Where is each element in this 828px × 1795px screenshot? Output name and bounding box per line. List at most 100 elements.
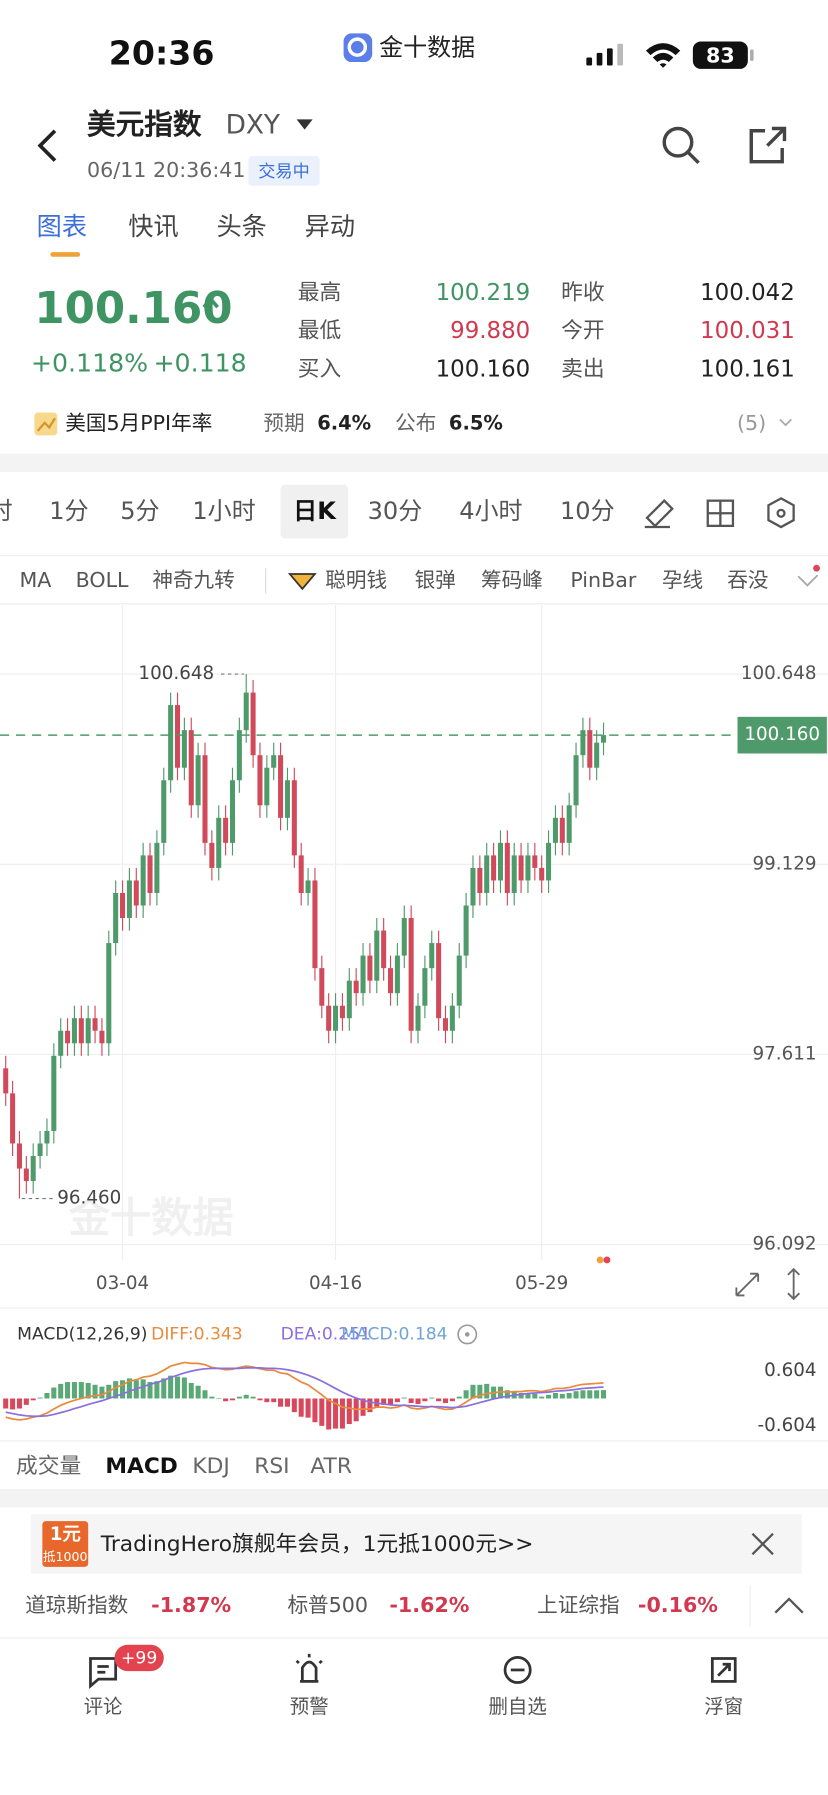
macd-tick-label: 0.604 (764, 1360, 816, 1381)
search-button[interactable] (662, 126, 700, 165)
back-button[interactable] (37, 129, 57, 162)
stat-label: 最高 (298, 280, 342, 305)
macd-bar (37, 1397, 43, 1399)
event-name: 美国5月PPI年率 (65, 411, 212, 435)
ad-badge-text: 1元 (50, 1524, 81, 1545)
indicator[interactable]: MA (19, 568, 51, 592)
nav-item[interactable]: 评论 (84, 1695, 123, 1718)
candle-body (559, 817, 565, 843)
low-marker-label: 96.460 (57, 1188, 121, 1209)
candle-body (346, 980, 352, 1019)
candle-body (539, 867, 545, 881)
candle-body (525, 855, 531, 881)
sub-tab[interactable]: RSI (254, 1454, 289, 1479)
macd-bar (594, 1390, 600, 1399)
period[interactable]: 1小时 (192, 497, 255, 525)
high-marker-label: 100.648 (138, 663, 214, 684)
candle-body (223, 817, 229, 843)
candle-body (491, 855, 497, 881)
macd-bar (30, 1398, 36, 1401)
instrument-code[interactable]: DXY (226, 111, 281, 141)
event-value: 6.4% (317, 411, 371, 434)
macd-bar (291, 1398, 297, 1413)
info-icon[interactable] (457, 1324, 478, 1345)
ad-text[interactable]: TradingHero旗舰年会员，1元抵1000元>> (100, 1532, 534, 1557)
candle-body (442, 1018, 449, 1031)
indicator[interactable]: 银弹 (415, 568, 456, 592)
candle-body (71, 1018, 77, 1044)
sub-tab[interactable]: KDJ (192, 1454, 229, 1479)
nav-item[interactable]: 删自选 (488, 1695, 546, 1718)
indicator[interactable]: 吞没 (727, 568, 768, 592)
indicator-expand[interactable] (797, 564, 820, 587)
tab[interactable]: 异动 (305, 212, 355, 241)
tool-icons[interactable] (644, 497, 795, 529)
y-tick-label: 97.611 (752, 1043, 816, 1064)
macd-bar (51, 1387, 57, 1399)
share-button[interactable] (749, 126, 787, 164)
macd-bar (92, 1384, 98, 1399)
tab[interactable]: 快讯 (128, 212, 178, 241)
sub-tab[interactable]: 成交量 (16, 1454, 81, 1479)
macd-legend: MACD:0.184 (341, 1324, 447, 1344)
period[interactable]: 4小时 (459, 497, 522, 525)
ad-close[interactable] (751, 1532, 774, 1556)
sub-tab[interactable]: MACD (105, 1454, 178, 1479)
ad-banner[interactable] (30, 1514, 802, 1574)
sub-tab[interactable]: ATR (310, 1454, 352, 1479)
indicator[interactable]: 筹码峰 (481, 568, 543, 592)
dropdown-arrow[interactable] (296, 119, 313, 130)
candle-body (552, 817, 558, 843)
candle-body (216, 817, 222, 868)
event-dot (596, 1256, 604, 1264)
chart-controls[interactable] (735, 1267, 801, 1301)
macd-bar (154, 1381, 160, 1399)
stat-value: 100.042 (700, 280, 795, 306)
index-name[interactable]: 上证综指 (537, 1593, 619, 1617)
macd-bar (120, 1380, 126, 1399)
indicator[interactable]: 孕线 (662, 568, 703, 592)
period[interactable]: 10分 (560, 497, 615, 525)
candle-body (601, 735, 607, 743)
nav-item[interactable]: 预警 (290, 1695, 329, 1718)
indicator[interactable]: 聪明钱 (325, 568, 387, 592)
macd-bar (3, 1398, 9, 1409)
macd-bar (298, 1398, 304, 1417)
separator-band (0, 1489, 828, 1508)
period[interactable]: 5分 (120, 497, 159, 525)
index-name[interactable]: 标普500 (287, 1593, 368, 1617)
tab[interactable]: 图表 (37, 212, 87, 241)
expand-indices[interactable] (774, 1597, 804, 1614)
macd-bar (278, 1398, 284, 1407)
candle-body (195, 755, 201, 806)
macd-bar (436, 1398, 442, 1402)
nav-item[interactable]: 浮窗 (704, 1695, 743, 1718)
macd-bar (566, 1393, 572, 1399)
period[interactable]: 时 (0, 497, 13, 525)
candle-body (250, 692, 256, 756)
candle-body (449, 1005, 455, 1031)
macd-bar (71, 1382, 77, 1399)
candle-body (113, 892, 119, 944)
last-price-box (737, 716, 827, 754)
nav-icons[interactable] (89, 1653, 737, 1689)
tab[interactable]: 头条 (216, 212, 266, 241)
macd-bar (367, 1398, 373, 1413)
candle-body (120, 892, 126, 919)
period[interactable]: 1分 (49, 497, 88, 525)
macd-bar (202, 1390, 208, 1399)
period[interactable]: 日K (293, 497, 337, 525)
index-name[interactable]: 道琼斯指数 (25, 1593, 128, 1617)
event-chevron[interactable] (779, 418, 793, 427)
period[interactable]: 30分 (368, 497, 423, 525)
candle-body (298, 855, 304, 893)
indicator[interactable]: BOLL (76, 568, 129, 592)
macd-bar (360, 1398, 366, 1416)
macd-bar (326, 1398, 332, 1430)
macd-bar (532, 1393, 538, 1399)
indicator[interactable]: PinBar (570, 568, 637, 592)
candle-body (532, 855, 538, 868)
event-icon (34, 412, 58, 436)
indicator[interactable]: 神奇九转 (152, 568, 234, 592)
